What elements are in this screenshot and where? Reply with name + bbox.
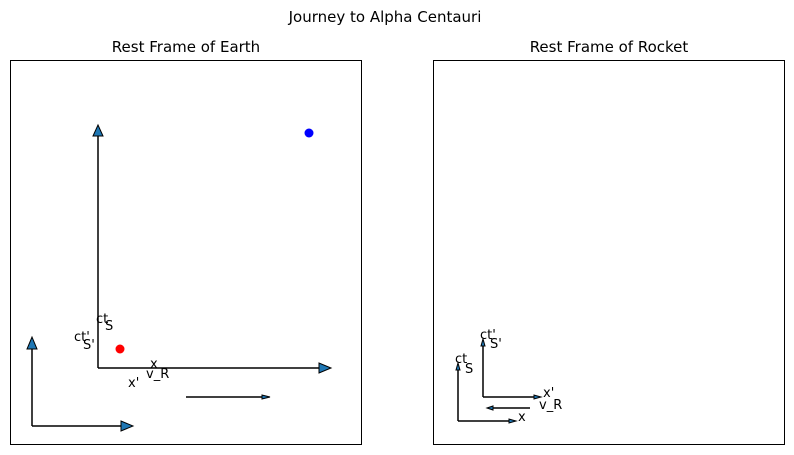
- small-horizontal-arrowhead: [120, 420, 135, 432]
- velocity-arrow-earth: [186, 394, 271, 400]
- label-x: x: [150, 357, 158, 372]
- figure-title: Journey to Alpha Centauri: [288, 8, 482, 26]
- label-S-prime: S': [83, 338, 95, 353]
- panel-earth-frame: Rest Frame of Earth ct S ct' S' x: [10, 38, 362, 445]
- x-arrowhead: [508, 418, 518, 424]
- label-ct-prime: ct': [480, 328, 496, 343]
- blue-dot: [304, 128, 314, 138]
- label-S: S: [465, 362, 473, 377]
- x-axis-arrowhead: [318, 362, 333, 374]
- velocity-arrow-rocket: [485, 405, 530, 411]
- ct-prime-arrowhead: [480, 337, 486, 347]
- label-ct: ct: [455, 352, 467, 367]
- velocity-arrowhead: [485, 405, 494, 411]
- label-x-prime: x': [128, 376, 139, 391]
- small-vertical-arrowhead: [26, 335, 38, 350]
- label-ct: ct: [96, 312, 108, 327]
- label-S-prime: S': [490, 337, 502, 352]
- label-x: x: [518, 410, 526, 425]
- ct-axis-arrowhead: [92, 123, 104, 137]
- x-prime-arrowhead: [533, 394, 543, 400]
- axes-frame-rocket: [433, 60, 785, 445]
- panel-title-earth: Rest Frame of Earth: [112, 38, 260, 56]
- label-v-R: v_R: [146, 367, 169, 382]
- panel-title-rocket: Rest Frame of Rocket: [530, 38, 689, 56]
- velocity-arrowhead: [261, 394, 271, 400]
- panel-rocket-frame: Rest Frame of Rocket ct' S' ct S x' v_R …: [433, 38, 785, 445]
- s-prime-axes-rocket: [480, 337, 543, 400]
- small-axes-earth: [26, 335, 135, 432]
- s-axes-earth: [92, 123, 333, 374]
- red-dot: [115, 344, 125, 354]
- label-v-R: v_R: [539, 398, 562, 413]
- axes-frame-earth: [10, 60, 362, 445]
- s-axes-rocket: [455, 361, 518, 424]
- label-x-prime: x': [543, 386, 554, 401]
- ct-arrowhead: [455, 361, 461, 371]
- label-S: S: [105, 319, 113, 334]
- label-ct-prime: ct': [74, 330, 90, 345]
